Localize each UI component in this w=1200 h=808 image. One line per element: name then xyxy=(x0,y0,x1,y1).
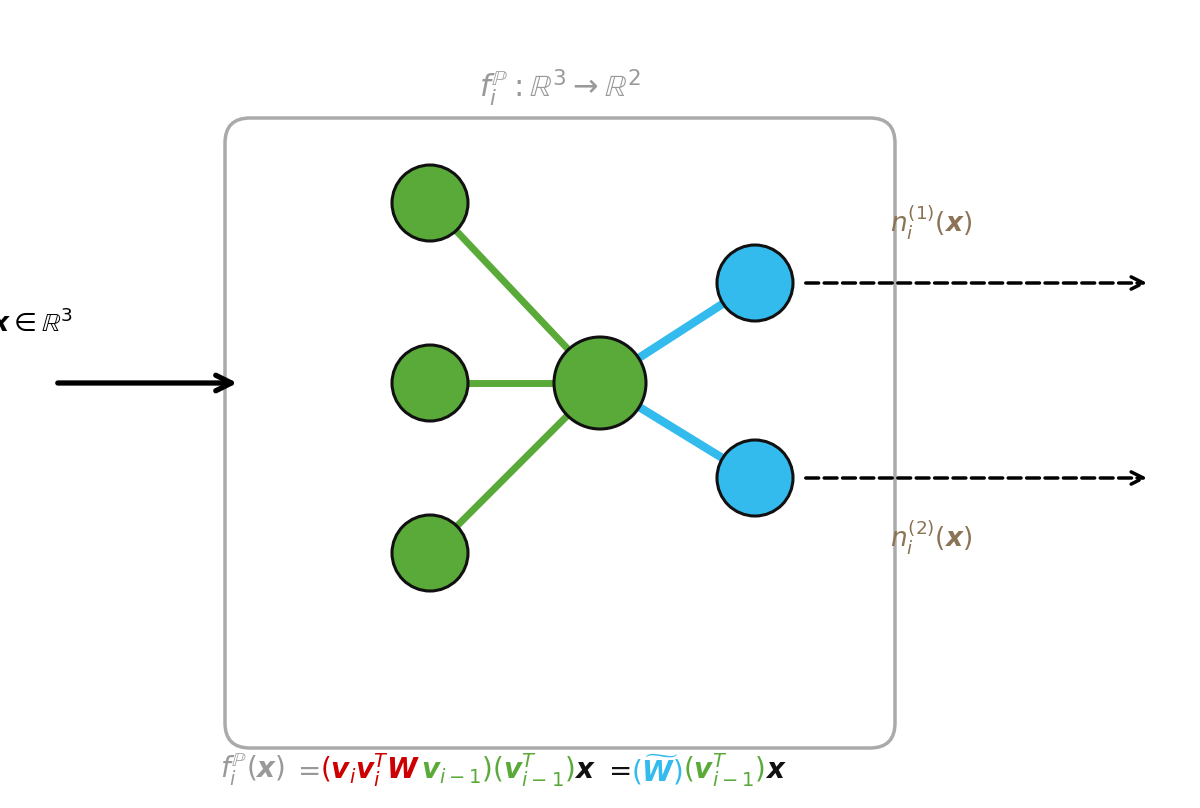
Text: $\boldsymbol{x} \in \mathbb{R}^3$: $\boldsymbol{x} \in \mathbb{R}^3$ xyxy=(0,309,73,337)
Circle shape xyxy=(392,165,468,241)
Text: $n_i^{(2)}(\boldsymbol{x})$: $n_i^{(2)}(\boldsymbol{x})$ xyxy=(890,519,972,557)
Text: $\;=\;$: $\;=\;$ xyxy=(286,756,320,784)
Circle shape xyxy=(718,440,793,516)
Circle shape xyxy=(554,337,646,429)
Text: $(\widetilde{\boldsymbol{W}})$: $(\widetilde{\boldsymbol{W}})$ xyxy=(631,752,683,788)
Text: $(\boldsymbol{v}_{i-1}^T)$: $(\boldsymbol{v}_{i-1}^T)$ xyxy=(683,751,766,789)
FancyBboxPatch shape xyxy=(226,118,895,748)
Text: $\boldsymbol{x}$: $\boldsymbol{x}$ xyxy=(574,756,596,784)
Text: $\boldsymbol{x}$: $\boldsymbol{x}$ xyxy=(766,756,787,784)
Text: $f_i^{\mathbb{P}}(\boldsymbol{x})$: $f_i^{\mathbb{P}}(\boldsymbol{x})$ xyxy=(220,751,286,789)
Text: $(\boldsymbol{v}_i\boldsymbol{v}_i^T\boldsymbol{W}$: $(\boldsymbol{v}_i\boldsymbol{v}_i^T\bol… xyxy=(320,751,420,789)
Text: $\boldsymbol{v}_{i-1})(\boldsymbol{v}_{i-1}^T)$: $\boldsymbol{v}_{i-1})(\boldsymbol{v}_{i… xyxy=(420,751,574,789)
Circle shape xyxy=(392,515,468,591)
Text: $f_i^{\mathbb{P}}:\mathbb{R}^3 \to \mathbb{R}^2$: $f_i^{\mathbb{P}}:\mathbb{R}^3 \to \math… xyxy=(479,67,641,108)
Circle shape xyxy=(718,245,793,321)
Text: $n_i^{(1)}(\boldsymbol{x})$: $n_i^{(1)}(\boldsymbol{x})$ xyxy=(890,204,972,242)
Text: $\;=\;$: $\;=\;$ xyxy=(596,756,631,784)
Circle shape xyxy=(392,345,468,421)
